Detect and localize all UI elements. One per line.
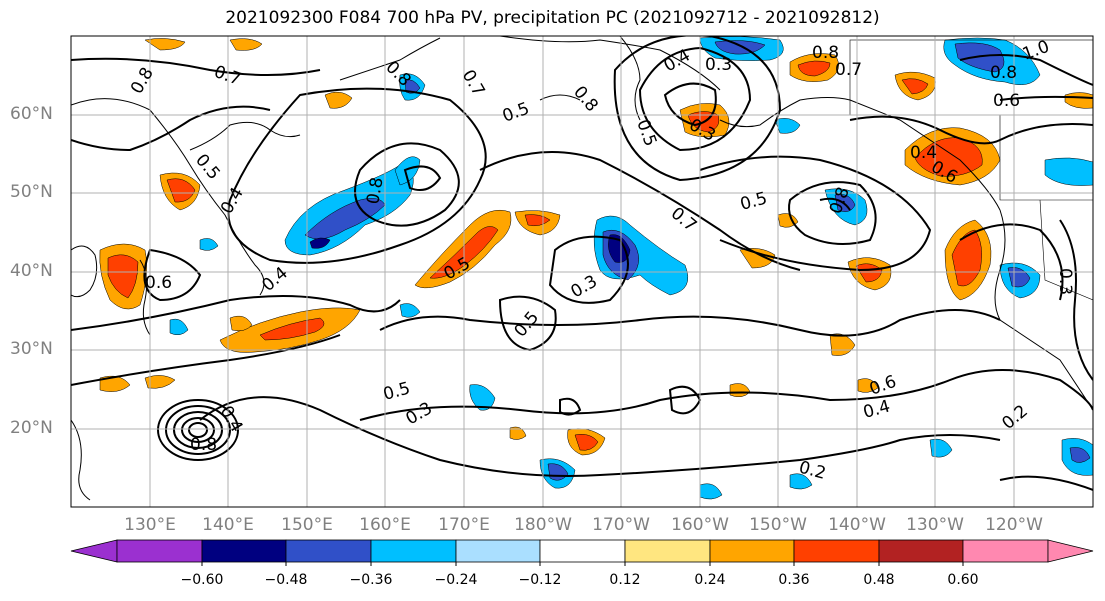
contour-label: 0.6 <box>145 273 172 293</box>
lon-label: 160°W <box>671 515 729 535</box>
colorbar-tick-label: 0.60 <box>947 572 979 588</box>
colorbar-tick-label: −0.12 <box>518 572 562 588</box>
lat-label: 30°N <box>10 339 53 359</box>
contour-label: 0.3 <box>568 271 601 302</box>
colorbar-segment <box>709 539 795 563</box>
colorbar <box>70 539 1094 566</box>
colorbar-segment <box>1047 539 1094 563</box>
contour-label: 1.0 <box>1020 37 1052 65</box>
contour-label: 0.6 <box>993 91 1020 111</box>
lon-label: 140°E <box>202 515 254 535</box>
contour-label: 0.5 <box>381 379 412 405</box>
colorbar-tick-label: 0.12 <box>609 572 641 588</box>
contour-label: 0.7 <box>458 67 489 100</box>
contour-label: 0.8 <box>127 64 158 97</box>
lon-label: 130°W <box>906 515 964 535</box>
contour-label: 0.8 <box>190 435 217 455</box>
map-frame <box>70 35 1094 508</box>
map-area: 0.8 0.7 0.8 0.7 0.8 0.4 0.8 0.7 1.0 0.8 … <box>71 36 1093 507</box>
lon-label: 180°W <box>514 515 572 535</box>
contour-label: 0.4 <box>217 184 248 217</box>
lat-label: 50°N <box>10 182 53 202</box>
colorbar-segment <box>285 539 372 563</box>
colorbar-tick-label: −0.36 <box>349 572 393 588</box>
lat-label: 20°N <box>10 418 53 438</box>
contour-label: 0.5 <box>511 308 544 342</box>
lon-label: 160°E <box>359 515 411 535</box>
colorbar-segment <box>455 539 541 563</box>
colorbar-tick-label: 0.48 <box>863 572 895 588</box>
colorbar-segment <box>370 539 457 563</box>
pv-contours <box>71 36 1093 491</box>
colorbar-tick-label: 0.36 <box>778 572 810 588</box>
lon-label: 170°W <box>592 515 650 535</box>
contour-label: 0.5 <box>738 189 769 215</box>
lon-label: 130°E <box>124 515 176 535</box>
contour-label: 0.8 <box>569 82 602 116</box>
contour-label: 0.4 <box>910 143 937 163</box>
colorbar-tick-label: −0.24 <box>434 572 478 588</box>
contour-label: 0.8 <box>990 63 1017 83</box>
coastlines <box>71 36 1093 501</box>
contour-label: 0.7 <box>835 60 862 80</box>
lat-label: 60°N <box>10 104 53 124</box>
contour-label: 0.4 <box>861 397 892 423</box>
contour-label: 0.5 <box>191 150 224 184</box>
contour-label: 0.8 <box>812 43 839 63</box>
contour-label: 0.7 <box>211 62 243 90</box>
colorbar-segment <box>878 539 964 563</box>
colorbar-tick-label: 0.24 <box>694 572 726 588</box>
lon-label: 140°W <box>828 515 886 535</box>
colorbar-segment <box>624 539 711 563</box>
colorbar-segment <box>116 539 203 563</box>
lon-label: 170°E <box>438 515 490 535</box>
contour-label: 0.7 <box>667 204 701 237</box>
contour-label: 0.8 <box>363 176 387 206</box>
colorbar-tick-label: −0.48 <box>264 572 308 588</box>
contour-label: 0.4 <box>258 263 292 296</box>
contour-label: 0.3 <box>1055 268 1075 295</box>
colorbar-segment <box>793 539 880 563</box>
colorbar-segment <box>201 539 287 563</box>
colorbar-segment <box>962 539 1049 563</box>
lon-label: 120°W <box>985 515 1043 535</box>
colorbar-segment <box>539 539 626 563</box>
lon-label: 150°E <box>281 515 333 535</box>
lon-label: 150°W <box>749 515 807 535</box>
contour-label: 0.5 <box>500 99 532 127</box>
contour-label: 0.3 <box>705 55 732 75</box>
colorbar-segment <box>70 539 118 563</box>
contour-label: 0.3 <box>403 398 436 429</box>
precip-shading <box>99 36 1093 500</box>
map-title: 2021092300 F084 700 hPa PV, precipitatio… <box>225 8 880 28</box>
lat-label: 40°N <box>10 261 53 281</box>
gridlines <box>71 36 1093 507</box>
contour-label: 0.5 <box>632 117 660 149</box>
colorbar-tick-label: −0.60 <box>180 572 224 588</box>
